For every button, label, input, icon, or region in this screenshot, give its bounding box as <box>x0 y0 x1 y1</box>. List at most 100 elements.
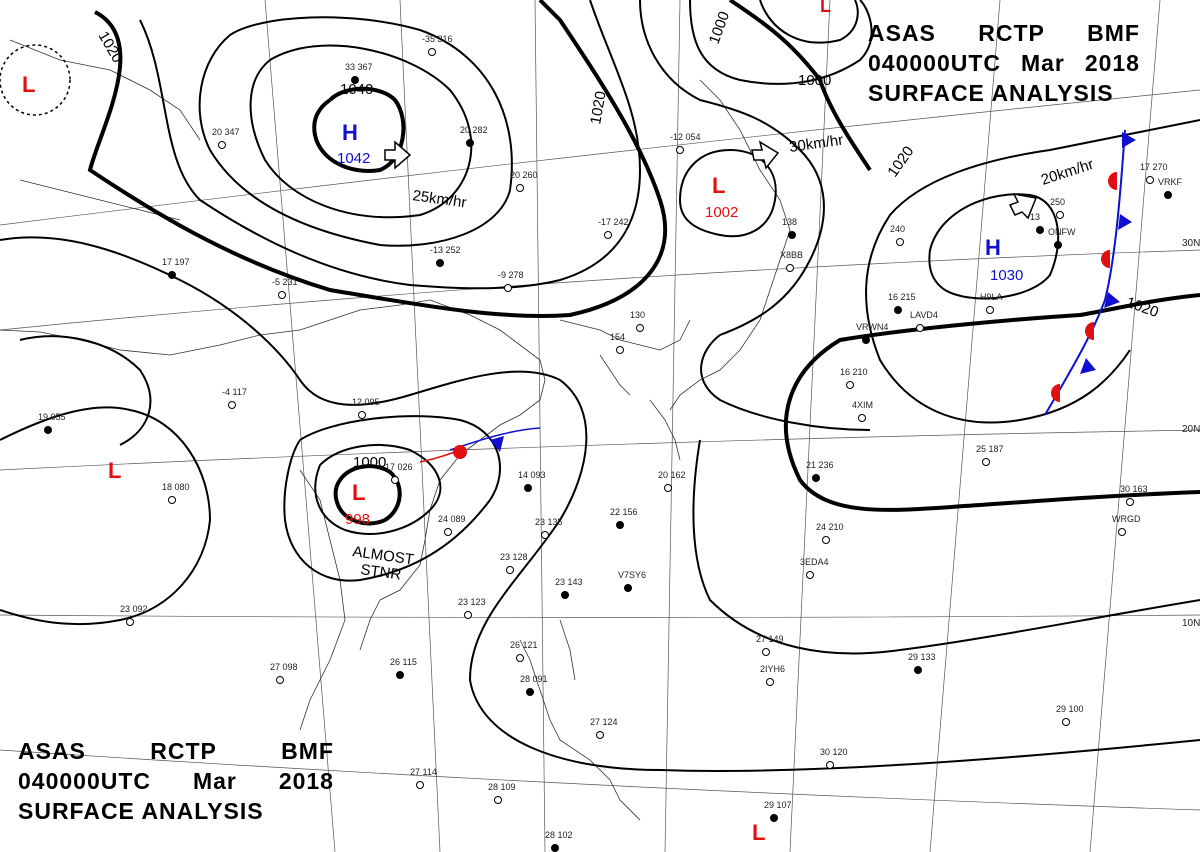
map-header-bottom-left: ASAS RCTP BMF 040000UTC Mar 2018 SURFACE… <box>18 736 334 826</box>
station-label: VRWN4 <box>856 322 888 332</box>
station-marker <box>541 531 549 539</box>
header-title: SURFACE ANALYSIS <box>18 798 264 824</box>
station-marker <box>604 231 612 239</box>
station-label: -35 316 <box>422 34 453 44</box>
station-marker <box>1054 241 1062 249</box>
header-month: Mar <box>192 768 237 794</box>
station-marker <box>822 536 830 544</box>
station-marker <box>561 591 569 599</box>
station-label: X8BB <box>780 250 803 260</box>
station-label: WRGD <box>1112 514 1141 524</box>
station-label: 23 135 <box>535 517 563 527</box>
station-marker <box>762 648 770 656</box>
station-marker <box>1164 191 1172 199</box>
station-marker <box>846 381 854 389</box>
station-label: 27 098 <box>270 662 298 672</box>
station-label: 13 <box>1030 212 1040 222</box>
station-label: 16 210 <box>840 367 868 377</box>
station-marker <box>624 584 632 592</box>
station-marker <box>358 411 366 419</box>
station-marker <box>218 141 226 149</box>
station-marker <box>894 306 902 314</box>
station-label: 27 149 <box>756 634 784 644</box>
note-line: STNR <box>359 561 402 584</box>
station-label: 17 026 <box>385 462 413 472</box>
header-time: 040000UTC <box>18 768 152 794</box>
station-marker <box>788 231 796 239</box>
station-label: -17 242 <box>598 217 629 227</box>
latitude-label: 20N <box>1182 424 1200 435</box>
low-center-letter: L <box>752 820 765 845</box>
station-label: 23 143 <box>555 577 583 587</box>
station-label: 138 <box>782 217 797 227</box>
station-marker <box>436 259 444 267</box>
station-label: 20 162 <box>658 470 686 480</box>
low-center-1002-value: 1002 <box>705 204 738 221</box>
station-marker <box>516 654 524 662</box>
station-marker <box>596 731 604 739</box>
station-label: 240 <box>890 224 905 234</box>
station-label: 29 133 <box>908 652 936 662</box>
station-label: 27 124 <box>590 717 618 727</box>
low-center-998-letter: L <box>352 480 365 505</box>
station-label: 12 095 <box>352 397 380 407</box>
latitude-labels: 30N 20N 10N <box>1182 238 1200 629</box>
station-marker <box>466 139 474 147</box>
station-label: -12 054 <box>670 132 701 142</box>
low-center-letter: L <box>108 458 121 483</box>
station-marker <box>826 761 834 769</box>
station-marker <box>858 414 866 422</box>
high-center-1030-letter: H <box>985 235 1001 260</box>
station-marker <box>1062 718 1070 726</box>
station-label: 24 089 <box>438 514 466 524</box>
station-marker <box>1056 211 1064 219</box>
station-marker <box>1118 528 1126 536</box>
station-marker <box>351 76 359 84</box>
isobar-label: 1000 <box>353 454 386 471</box>
station-marker <box>676 146 684 154</box>
station-marker <box>914 666 922 674</box>
station-marker <box>786 264 794 272</box>
station-marker <box>812 474 820 482</box>
station-label: 30 120 <box>820 747 848 757</box>
station-label: 26 121 <box>510 640 538 650</box>
station-marker <box>278 291 286 299</box>
station-marker <box>428 48 436 56</box>
station-marker <box>228 401 236 409</box>
station-label: 130 <box>630 310 645 320</box>
station-marker <box>1146 176 1154 184</box>
station-label: 25 187 <box>976 444 1004 454</box>
station-label: LAVD4 <box>910 310 938 320</box>
station-marker <box>896 238 904 246</box>
station-marker <box>766 678 774 686</box>
station-marker <box>506 566 514 574</box>
station-label: 20 260 <box>510 170 538 180</box>
station-marker <box>616 521 624 529</box>
header-source: RCTP <box>978 20 1045 46</box>
header-title: SURFACE ANALYSIS <box>868 80 1114 106</box>
warm-front <box>419 172 1117 463</box>
station-marker <box>524 484 532 492</box>
station-marker <box>862 336 870 344</box>
header-year: 2018 <box>278 768 334 794</box>
station-marker <box>516 184 524 192</box>
station-marker <box>494 796 502 804</box>
station-label: 27 114 <box>410 767 437 777</box>
header-region: ASAS <box>868 20 936 46</box>
station-label: 2IYH6 <box>760 664 785 674</box>
station-marker <box>1126 498 1134 506</box>
station-label: 3EDA4 <box>800 557 829 567</box>
station-marker <box>636 324 644 332</box>
station-marker <box>806 571 814 579</box>
station-label: 250 <box>1050 197 1065 207</box>
station-label: 23 092 <box>120 604 148 614</box>
station-label: V7SY6 <box>618 570 646 580</box>
station-label: 29 100 <box>1056 704 1084 714</box>
station-marker <box>664 484 672 492</box>
station-label: 29 107 <box>764 800 792 810</box>
station-label: 20 282 <box>460 125 488 135</box>
station-label: 14 093 <box>518 470 546 480</box>
station-marker <box>526 688 534 696</box>
station-label: H9LA <box>980 292 1003 302</box>
isobar-label: 1000 <box>798 72 831 89</box>
